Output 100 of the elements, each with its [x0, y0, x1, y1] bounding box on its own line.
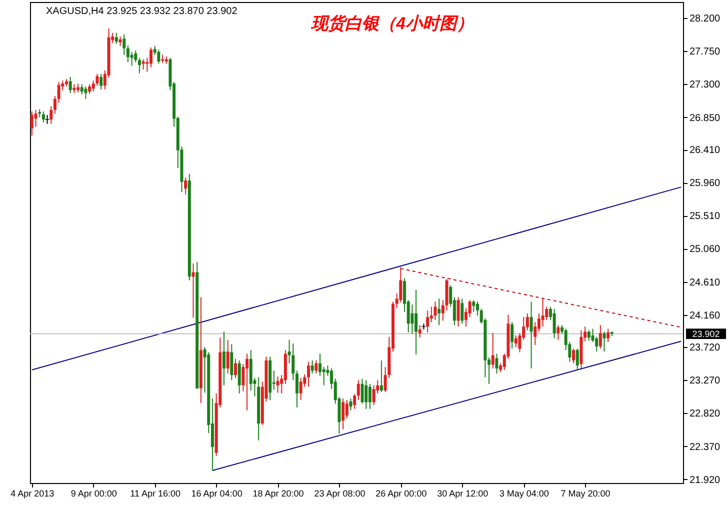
- candlestick: [306, 361, 310, 388]
- candlestick: [598, 324, 602, 350]
- y-tick-label: 24.160: [690, 310, 721, 322]
- y-tick-label: 23.720: [690, 342, 721, 354]
- candlestick: [380, 360, 383, 392]
- x-tick-label: 16 Apr 04:00: [191, 488, 242, 498]
- candlestick: [342, 398, 345, 430]
- candlestick: [149, 47, 152, 68]
- candlestick: [238, 360, 241, 394]
- candlestick: [53, 95, 56, 114]
- x-tick-label: 26 Apr 00:00: [376, 488, 427, 498]
- candlestick: [495, 353, 498, 374]
- x-tick-label: 3 May 04:00: [499, 488, 549, 498]
- candlestick: [88, 84, 92, 94]
- candlestick: [426, 310, 430, 333]
- annotation: XAGUSD,H4 23.925 23.932 23.870 23.902: [46, 6, 238, 17]
- candlestick: [534, 322, 537, 346]
- candlestick: [491, 332, 494, 369]
- candlestick: [100, 73, 103, 90]
- candlestick: [530, 301, 533, 369]
- candlestick: [276, 376, 280, 394]
- candlestick: [456, 296, 460, 328]
- x-tick-label: 9 Apr 00:00: [70, 488, 117, 498]
- candlestick: [595, 336, 598, 352]
- candlestick: [510, 322, 514, 350]
- candlestick: [414, 289, 418, 355]
- ref-line-label: 23.902: [692, 328, 720, 339]
- candlestick: [368, 383, 372, 410]
- candlestick: [591, 328, 594, 343]
- x-tick-label: 30 Apr 12:00: [437, 488, 488, 498]
- candlestick: [476, 301, 479, 316]
- candlestick: [142, 58, 145, 70]
- candlestick: [50, 106, 53, 124]
- x-tick-label: 4 Apr 2013: [10, 488, 54, 498]
- y-tick-label: 25.510: [690, 211, 721, 222]
- y-tick-label: 26.410: [690, 145, 721, 156]
- x-tick-label: 23 Apr 08:00: [314, 488, 366, 498]
- candlestick: [122, 34, 126, 56]
- candlestick: [572, 348, 576, 364]
- candlestick: [353, 394, 356, 410]
- x-tick-label: 11 Apr 16:00: [130, 488, 181, 498]
- x-tick-label: 7 May 20:00: [560, 488, 610, 498]
- y-tick-label: 22.820: [690, 408, 721, 420]
- candlestick: [80, 84, 84, 96]
- candlestick: [30, 110, 34, 136]
- candlestick: [222, 331, 226, 386]
- candlestick: [234, 358, 238, 378]
- candlestick: [441, 300, 444, 322]
- candlestick: [556, 324, 560, 340]
- candlestick: [576, 348, 579, 370]
- candlestick: [606, 328, 610, 343]
- y-tick-label: 25.960: [690, 178, 721, 190]
- candlestick: [410, 304, 414, 334]
- candlestick: [602, 331, 606, 352]
- candlestick: [68, 76, 72, 94]
- candlestick: [157, 49, 160, 64]
- candlestick: [349, 398, 352, 411]
- candlestick: [292, 342, 295, 381]
- y-tick-label: 26.850: [690, 112, 721, 124]
- candlestick: [184, 177, 188, 195]
- candlestick: [514, 334, 518, 348]
- y-tick-label: 21.920: [690, 474, 721, 486]
- candlestick: [364, 380, 368, 410]
- candlestick: [318, 353, 322, 376]
- candlestick: [541, 298, 544, 328]
- candlestick: [295, 370, 298, 408]
- candlestick: [314, 360, 318, 374]
- candlestick: [356, 380, 360, 401]
- candlestick: [42, 110, 45, 123]
- candlestick: [322, 366, 326, 386]
- candlestick: [34, 109, 38, 128]
- candlestick: [587, 330, 590, 342]
- candlestick: [434, 301, 437, 320]
- candlestick: [57, 82, 60, 104]
- candlestick: [126, 44, 130, 63]
- candlestick: [246, 353, 249, 411]
- text: 现货白银（4小时图）: [310, 14, 474, 33]
- y-tick-label: 22.370: [690, 442, 721, 453]
- candlestick: [130, 51, 134, 66]
- y-tick-label: 25.060: [690, 244, 721, 256]
- candlestick: [468, 300, 472, 318]
- candlestick: [84, 86, 88, 100]
- candlestick: [460, 298, 464, 324]
- candlestick: [230, 344, 234, 381]
- candlestick: [418, 324, 422, 338]
- candlestick: [310, 360, 314, 374]
- y-tick-label: 27.300: [690, 80, 721, 91]
- candlestick: [226, 339, 230, 374]
- candlestick: [345, 400, 348, 419]
- y-tick-label: 28.200: [690, 14, 721, 25]
- y-tick-label: 24.610: [690, 277, 721, 288]
- x-tick-label: 18 Apr 20:00: [252, 488, 304, 498]
- y-tick-label: 23.270: [690, 376, 721, 387]
- candlestick: [138, 57, 141, 74]
- candlestick: [552, 308, 556, 339]
- candlestick: [192, 262, 195, 318]
- candlestick: [118, 36, 122, 47]
- candlestick: [438, 298, 441, 326]
- candlestick: [299, 377, 302, 401]
- candlestick: [472, 300, 476, 312]
